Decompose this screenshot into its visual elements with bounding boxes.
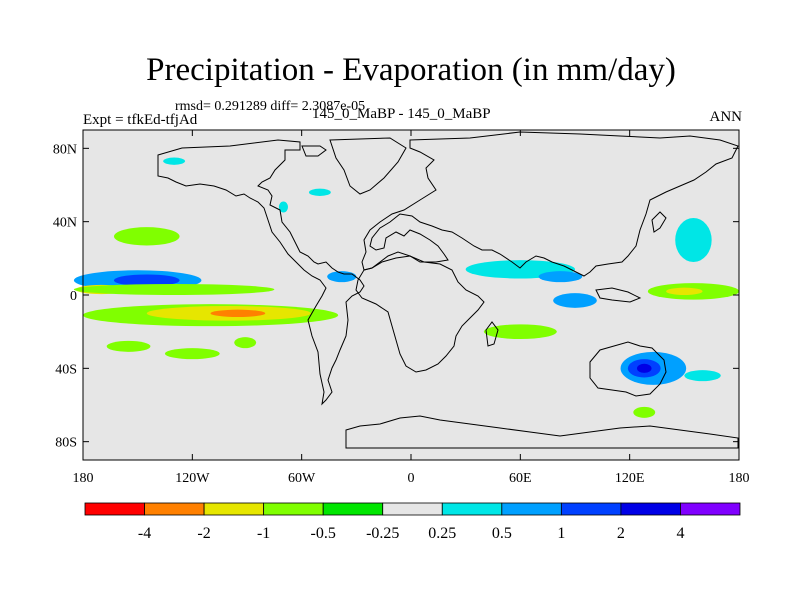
stats-line: rmsd= 0.291289 diff= 2.3087e-05 [175, 99, 366, 114]
colorbar-swatch [263, 502, 324, 516]
anomaly-contour [73, 284, 275, 295]
colorbar-swatch [84, 502, 145, 516]
x-tick-label: 180 [729, 471, 750, 486]
anomaly-contour [106, 340, 151, 352]
colorbar-swatch [441, 502, 503, 516]
anomaly-contour [666, 287, 703, 296]
anomaly-contour [278, 201, 289, 213]
colorbar-label: 4 [676, 525, 684, 542]
y-tick-label: 40N [53, 216, 77, 231]
period-label: 145_0_MaBP - 145_0_MaBP [312, 106, 491, 122]
colorbar-label: 0.25 [428, 525, 456, 542]
colorbar-label: 0.5 [492, 525, 512, 542]
colorbar-swatch [144, 502, 205, 516]
colorbar-label: -0.25 [366, 525, 399, 542]
coastline-antarctica [345, 415, 739, 449]
colorbar: -4 -2 -1 -0.5 -0.25 0.25 0.5 1 2 4 [84, 502, 741, 542]
x-tick-label: 0 [408, 471, 415, 486]
x-tick-label: 60W [288, 471, 316, 486]
anomaly-contour [675, 218, 712, 262]
coastlines [157, 131, 739, 449]
colorbar-label: -2 [197, 525, 210, 542]
coastline-arctic-islands [301, 145, 327, 157]
anomaly-contour [483, 324, 557, 339]
x-tick-label: 180 [73, 471, 94, 486]
anomaly-contour [113, 274, 180, 287]
map-axes: 180 120W 60W 0 60E 120E 180 80N 40N 0 40S 80S [53, 130, 750, 486]
y-tick-label: 0 [70, 289, 77, 304]
anomaly-contour [633, 406, 656, 418]
colorbar-swatch [322, 502, 384, 516]
experiment-label: Expt = tfkEd-tfjAd [83, 112, 198, 128]
colorbar-label: 1 [557, 525, 565, 542]
colorbar-label: -4 [138, 525, 151, 542]
y-tick-label: 40S [55, 362, 77, 377]
colorbar-swatch [203, 502, 265, 516]
colorbar-label: -0.5 [311, 525, 336, 542]
anomaly-contour [163, 157, 186, 165]
x-tick-label: 60E [509, 471, 532, 486]
x-tick-label: 120W [175, 471, 210, 486]
anomaly-contour [234, 337, 257, 349]
colorbar-label: -1 [257, 525, 270, 542]
anomaly-contour [553, 293, 597, 308]
colorbar-label: 2 [617, 525, 625, 542]
colorbar-swatch [560, 502, 622, 516]
anomaly-contour [165, 348, 220, 360]
coastline-americas [157, 139, 365, 406]
coastline-japan [651, 211, 667, 233]
x-tick-label: 120E [615, 471, 645, 486]
coastline-australia [589, 341, 667, 397]
y-tick-label: 80N [53, 142, 77, 157]
y-tick-label: 80S [55, 436, 77, 451]
coastline-africa [355, 255, 485, 373]
anomaly-contour [684, 370, 721, 382]
anomaly-contour [210, 309, 266, 318]
coastline-greenland [329, 137, 407, 195]
colorbar-swatch [620, 502, 681, 516]
coastline-eurasia [361, 131, 739, 277]
coastline-madagascar [485, 321, 499, 347]
colorbar-swatch [680, 502, 741, 516]
colorbar-swatch [501, 502, 562, 516]
anomaly-contour [308, 188, 331, 196]
season-label: ANN [709, 109, 743, 125]
coastline-maritime [595, 287, 642, 303]
anomaly-field [73, 157, 739, 418]
colorbar-swatch [382, 502, 443, 516]
plot-title: Precipitation - Evaporation (in mm/day) [146, 52, 676, 88]
anomaly-contour [538, 271, 583, 283]
anomaly-contour [636, 363, 652, 373]
anomaly-contour [113, 227, 180, 246]
